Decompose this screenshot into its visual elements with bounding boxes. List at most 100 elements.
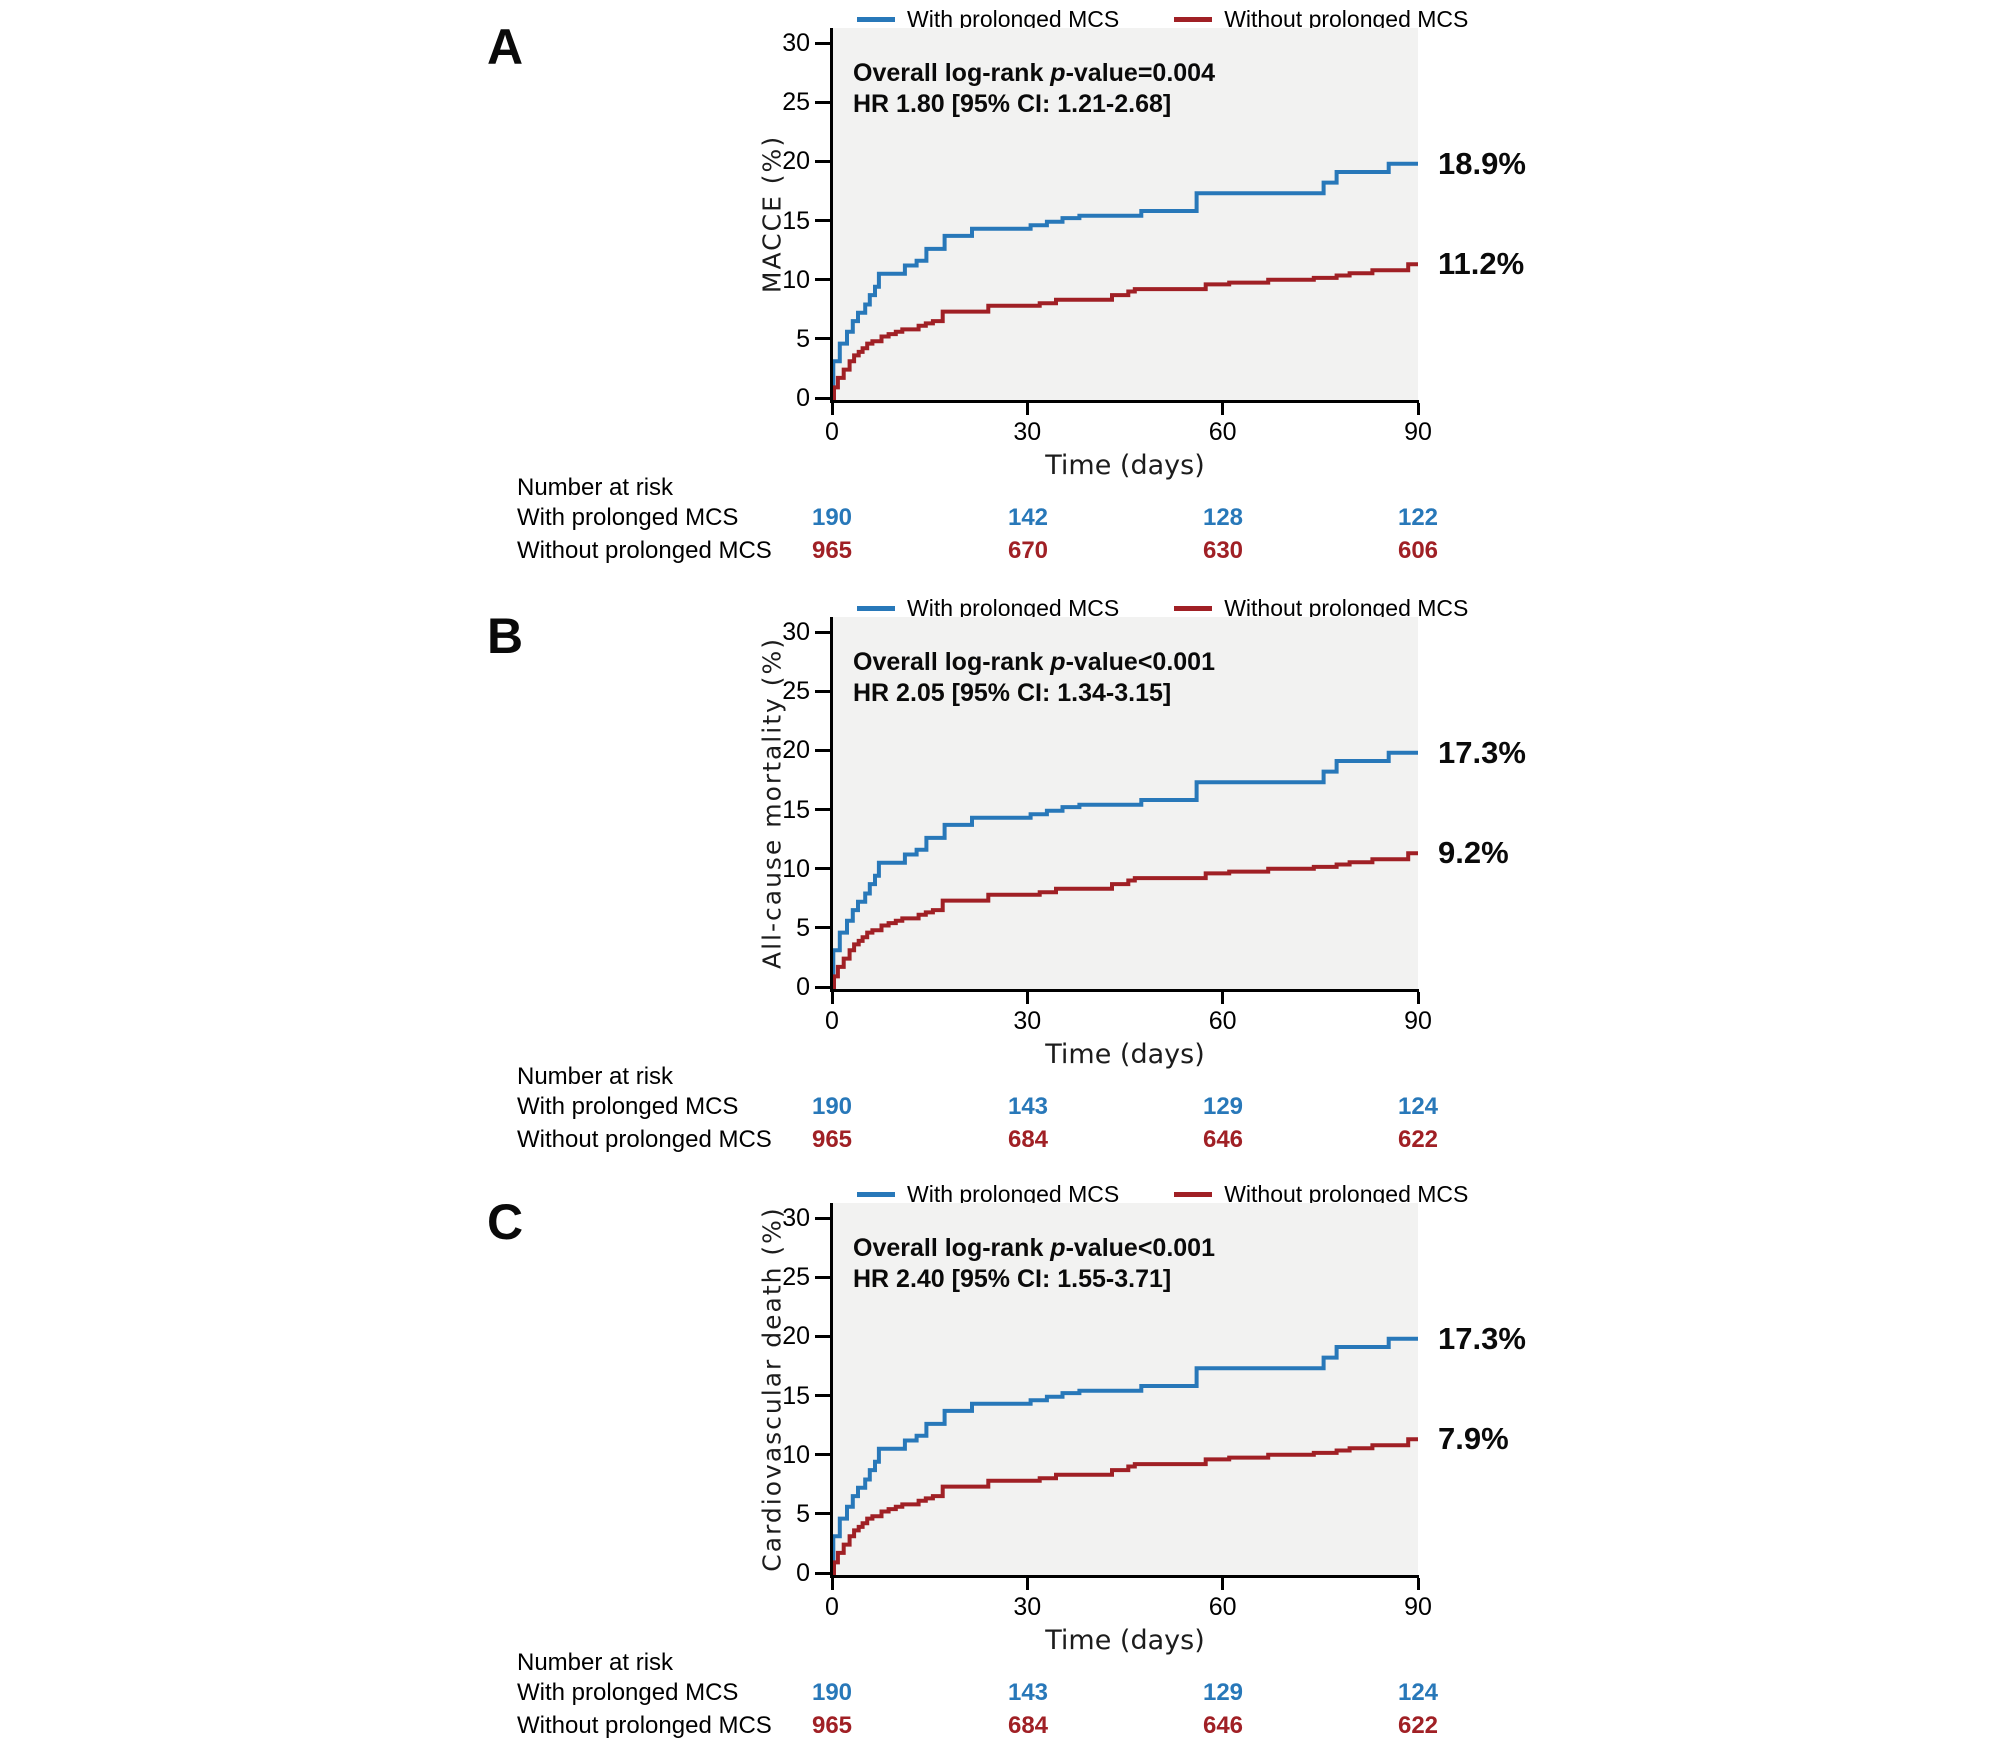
- risk-row-without-mcs: Without prolonged MCS 965 684 646 622: [0, 1712, 2009, 1742]
- risk-count: 122: [1397, 504, 1439, 531]
- y-tick-label: 0: [796, 973, 810, 1001]
- x-tick-mark: [1025, 992, 1029, 1004]
- x-tick-mark: [1416, 992, 1420, 1004]
- endpoint-label-with-mcs: 17.3%: [1438, 734, 1526, 770]
- y-tick-label: 0: [796, 384, 810, 412]
- risk-count: 622: [1397, 1712, 1439, 1739]
- km-curve: [832, 262, 1418, 400]
- risk-row-with-mcs: With prolonged MCS 190 142 128 122: [0, 504, 2009, 534]
- x-tick-label: 30: [1013, 418, 1042, 446]
- risk-count: 684: [1007, 1126, 1049, 1153]
- legend: With prolonged MCS Without prolonged MCS: [857, 1181, 1468, 1208]
- legend: With prolonged MCS Without prolonged MCS: [857, 6, 1468, 33]
- legend-label-with-mcs: With prolonged MCS: [907, 595, 1120, 621]
- y-tick-mark: [815, 867, 831, 871]
- legend-label-without-mcs: Without prolonged MCS: [1224, 6, 1469, 32]
- y-axis-line: [830, 617, 833, 992]
- y-tick-mark: [815, 1216, 831, 1220]
- legend-line-with-mcs-icon: [857, 606, 895, 611]
- y-tick-label: 10: [782, 854, 810, 883]
- risk-row-label: Without prolonged MCS: [517, 1126, 772, 1153]
- risk-count: 965: [811, 1712, 853, 1739]
- endpoint-label-with-mcs: 18.9%: [1438, 145, 1526, 181]
- y-tick-mark: [815, 1394, 831, 1397]
- risk-count: 965: [811, 537, 853, 564]
- km-curves: [831, 1336, 1418, 1575]
- logrank-line: Overall log-rank p-value<0.001: [853, 648, 1215, 676]
- x-tick-label: 90: [1404, 1007, 1432, 1035]
- logrank-line: Overall log-rank p-value=0.004: [853, 59, 1215, 87]
- risk-row-without-mcs: Without prolonged MCS 965 670 630 606: [0, 537, 2009, 567]
- risk-count: 630: [1202, 537, 1244, 564]
- km-curves: [831, 750, 1418, 989]
- panel-macce: A With prolonged MCS Without prolonged M…: [0, 0, 2009, 572]
- y-tick-label: 25: [782, 88, 810, 117]
- x-axis-label: Time (days): [1045, 1625, 1205, 1656]
- y-tick-label: 25: [782, 677, 810, 706]
- legend-label-with-mcs: With prolonged MCS: [907, 1181, 1120, 1207]
- y-tick-mark: [815, 985, 831, 989]
- legend-label-without-mcs: Without prolonged MCS: [1224, 595, 1469, 621]
- x-axis-line: [830, 989, 1419, 992]
- y-tick-label: 5: [796, 1499, 810, 1528]
- x-axis-line: [830, 1575, 1419, 1578]
- risk-table-title: Number at risk: [517, 474, 674, 501]
- plot-area: Overall log-rank p-value=0.004 HR 1.80 […: [831, 28, 1418, 400]
- risk-count: 128: [1202, 504, 1244, 531]
- y-tick-mark: [815, 689, 831, 693]
- x-axis-label: Time (days): [1045, 450, 1205, 481]
- y-axis-line: [830, 1203, 833, 1578]
- y-tick-mark: [815, 100, 831, 104]
- x-tick-mark: [830, 403, 834, 415]
- hr-line: HR 2.05 [95% CI: 1.34-3.15]: [853, 679, 1172, 707]
- stats-annotation: Overall log-rank p-value<0.001 HR 2.05 […: [853, 647, 1215, 709]
- risk-count: 190: [811, 504, 853, 531]
- risk-row-with-mcs: With prolonged MCS 190 143 129 124: [0, 1679, 2009, 1709]
- y-tick-mark: [815, 396, 831, 400]
- y-tick-label: 10: [782, 1440, 810, 1469]
- y-tick-label: 30: [782, 1204, 810, 1232]
- panel-all-cause-mortality: B With prolonged MCS Without prolonged M…: [0, 589, 2009, 1161]
- legend-label-without-mcs: Without prolonged MCS: [1224, 1181, 1469, 1207]
- x-axis-label: Time (days): [1045, 1039, 1205, 1070]
- y-tick-mark: [815, 748, 831, 752]
- panel-cardiovascular-death: C With prolonged MCS Without prolonged M…: [0, 1175, 2009, 1747]
- legend-label-with-mcs: With prolonged MCS: [907, 6, 1120, 32]
- km-curves: [831, 161, 1418, 400]
- x-tick-label: 60: [1208, 1007, 1237, 1035]
- y-tick-label: 25: [782, 1263, 810, 1292]
- x-tick-mark: [1025, 1578, 1029, 1590]
- x-tick-mark: [1416, 1578, 1420, 1590]
- x-tick-label: 90: [1404, 418, 1432, 446]
- risk-count: 143: [1007, 1093, 1049, 1120]
- legend-line-without-mcs-icon: [1174, 1192, 1213, 1197]
- km-curve: [831, 1336, 1418, 1575]
- risk-count: 190: [811, 1679, 853, 1706]
- y-tick-mark: [815, 41, 831, 45]
- panel-letter: C: [487, 1194, 524, 1250]
- risk-count: 684: [1007, 1712, 1049, 1739]
- endpoint-label-without-mcs: 9.2%: [1438, 835, 1509, 871]
- y-tick-label: 15: [782, 206, 810, 235]
- y-tick-label: 30: [782, 29, 810, 57]
- x-tick-mark: [1416, 403, 1420, 415]
- x-tick-label: 0: [825, 1007, 839, 1035]
- y-tick-mark: [815, 926, 831, 930]
- y-tick-mark: [815, 1571, 831, 1575]
- y-tick-label: 0: [796, 1559, 810, 1587]
- y-tick-mark: [815, 337, 831, 341]
- hr-line: HR 1.80 [95% CI: 1.21-2.68]: [853, 90, 1172, 118]
- legend: With prolonged MCS Without prolonged MCS: [857, 595, 1468, 622]
- risk-row-label: With prolonged MCS: [517, 1679, 739, 1706]
- x-tick-mark: [1221, 1578, 1225, 1590]
- legend-line-with-mcs-icon: [857, 1192, 895, 1197]
- stats-annotation: Overall log-rank p-value=0.004 HR 1.80 […: [853, 58, 1215, 120]
- risk-count: 190: [811, 1093, 853, 1120]
- risk-count: 646: [1202, 1126, 1244, 1153]
- y-tick-mark: [815, 219, 831, 222]
- endpoint-label-without-mcs: 7.9%: [1438, 1421, 1509, 1457]
- km-curve: [832, 851, 1418, 989]
- x-tick-mark: [1221, 403, 1225, 415]
- x-tick-mark: [830, 992, 834, 1004]
- y-tick-label: 5: [796, 913, 810, 942]
